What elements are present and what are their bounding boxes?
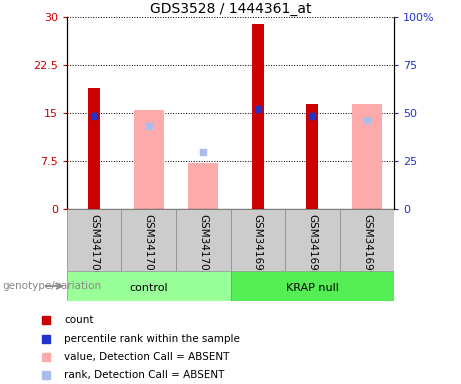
Bar [352, 104, 382, 209]
Bar [188, 163, 218, 209]
Text: control: control [130, 283, 168, 293]
Bar [134, 110, 164, 209]
Bar [88, 88, 100, 209]
Text: value, Detection Call = ABSENT: value, Detection Call = ABSENT [64, 352, 230, 362]
Title: GDS3528 / 1444361_at: GDS3528 / 1444361_at [150, 2, 311, 16]
Bar [67, 271, 230, 301]
Text: GSM341702: GSM341702 [198, 214, 208, 278]
Text: GSM341697: GSM341697 [253, 214, 263, 278]
Text: rank, Detection Call = ABSENT: rank, Detection Call = ABSENT [64, 370, 225, 380]
Text: KRAP null: KRAP null [286, 283, 339, 293]
Bar [306, 104, 319, 209]
Text: GSM341701: GSM341701 [144, 214, 154, 278]
Text: GSM341698: GSM341698 [307, 214, 317, 278]
Text: GSM341700: GSM341700 [89, 214, 99, 277]
Bar [285, 209, 340, 271]
Bar [340, 209, 394, 271]
Text: genotype/variation: genotype/variation [2, 281, 101, 291]
Bar [67, 209, 121, 271]
Bar [121, 209, 176, 271]
Text: GSM341699: GSM341699 [362, 214, 372, 278]
Bar [230, 271, 394, 301]
Text: percentile rank within the sample: percentile rank within the sample [64, 334, 240, 344]
Bar [230, 209, 285, 271]
Bar [252, 24, 264, 209]
Bar [176, 209, 230, 271]
Text: count: count [64, 315, 94, 325]
